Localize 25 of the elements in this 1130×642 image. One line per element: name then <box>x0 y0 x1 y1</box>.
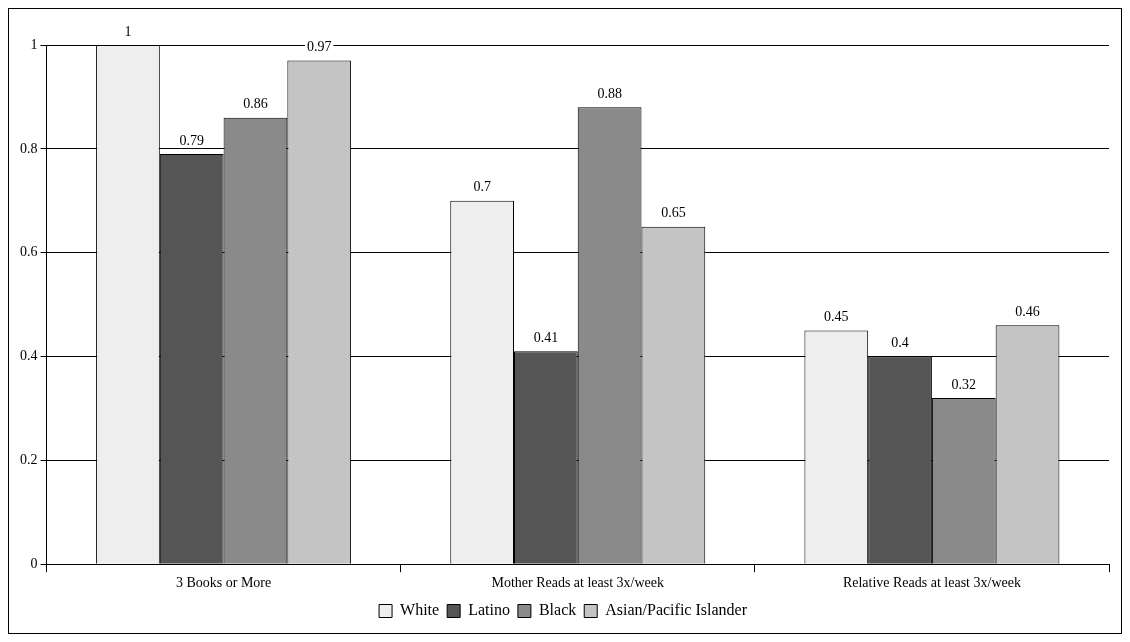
data-label: 0.7 <box>473 179 491 195</box>
legend-label: Latino <box>468 601 510 619</box>
data-label: 0.88 <box>597 85 622 101</box>
legend-label: Asian/Pacific Islander <box>605 601 748 619</box>
data-label: 0.86 <box>243 96 268 112</box>
legend-label: Black <box>538 601 577 619</box>
data-label: 0.32 <box>951 376 977 392</box>
x-tick-label: Relative Reads at least 3x/week <box>842 575 1021 591</box>
legend-label: White <box>400 601 440 619</box>
data-label: 0.97 <box>306 39 332 55</box>
y-tick-label: 0.6 <box>20 244 38 260</box>
data-label: 0.46 <box>1015 304 1040 320</box>
x-tick-label: 3 Books or More <box>175 575 272 591</box>
x-tick-label: Mother Reads at least 3x/week <box>491 575 665 591</box>
data-label: 0.79 <box>179 132 204 148</box>
y-tick-label: 0.8 <box>20 140 38 156</box>
y-tick-label: 0 <box>30 555 38 571</box>
data-label: 0.65 <box>661 205 686 221</box>
data-label: 0.41 <box>533 330 559 345</box>
y-tick-label: 0.4 <box>20 348 38 364</box>
data-label: 0.4 <box>891 335 909 351</box>
y-tick-label: 1 <box>30 36 38 52</box>
y-tick-label: 0.2 <box>20 452 38 468</box>
data-label: 1 <box>124 23 132 39</box>
data-label: 0.45 <box>824 309 849 325</box>
